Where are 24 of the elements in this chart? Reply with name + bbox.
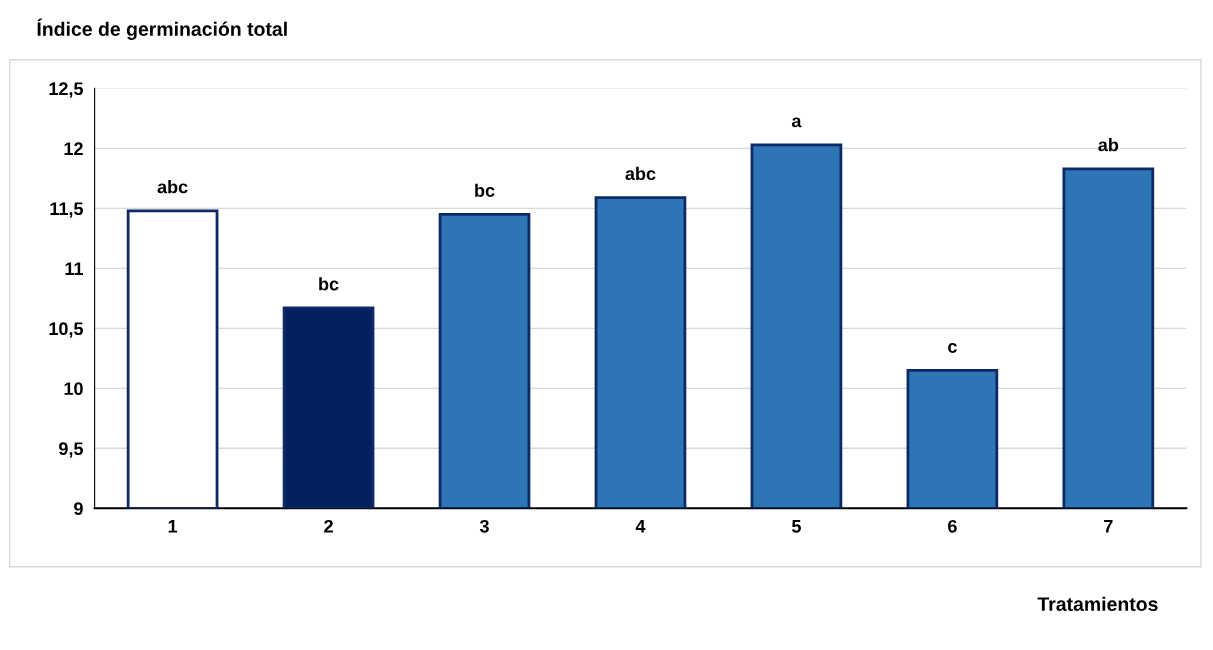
y-tick-label: 12,5 (49, 82, 83, 98)
annotation: a (791, 117, 802, 128)
y-tick-label: 10 (64, 382, 83, 396)
x-axis-title: Tratamientos (1037, 596, 1158, 612)
x-tick-label: 4 (635, 520, 646, 533)
annotation: ab (1098, 138, 1119, 152)
annotation: c (948, 342, 957, 353)
y-tick-label: 12 (64, 142, 83, 155)
x-tick-label: 2 (324, 519, 333, 533)
x-tick-label: 5 (791, 520, 801, 533)
y-tick-label: 11,5 (50, 202, 83, 218)
annotation: bc (319, 277, 339, 291)
x-tick-label: 3 (479, 519, 489, 533)
annotation: bc (475, 183, 495, 197)
chart-title: Índice de germinación total (37, 18, 287, 40)
annotation: abc (157, 180, 188, 194)
x-tick-label: 7 (1104, 520, 1113, 533)
y-tick-label: 10,5 (49, 322, 83, 338)
y-tick-label: 9,5 (59, 442, 83, 458)
x-tick-label: 1 (168, 520, 178, 533)
annotation: abc (625, 166, 656, 181)
y-tick-label: 11 (65, 262, 83, 275)
y-tick-label: 9 (74, 502, 83, 516)
x-tick-label: 6 (948, 519, 957, 533)
